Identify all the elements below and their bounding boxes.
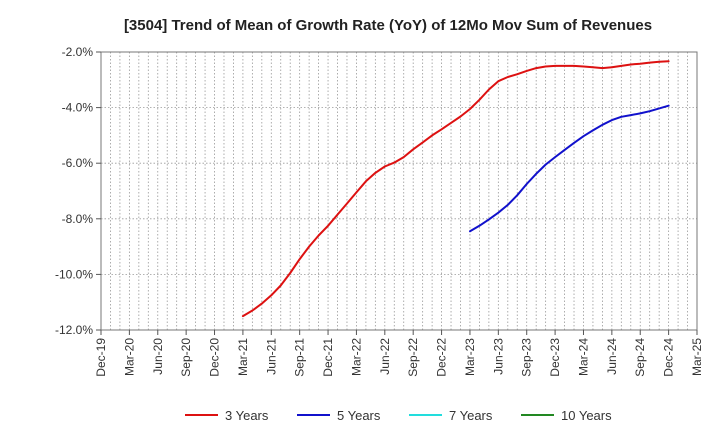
x-tick-label: Sep-20: [179, 338, 193, 377]
legend-label-5-years: 5 Years: [337, 408, 381, 423]
y-tick-label: -4.0%: [62, 101, 94, 115]
chart-title: [3504] Trend of Mean of Growth Rate (YoY…: [124, 17, 652, 34]
x-tick-label: Sep-21: [293, 338, 307, 377]
y-tick-label: -10.0%: [55, 267, 93, 281]
x-tick-label: Dec-21: [321, 338, 335, 377]
legend-label-7-years: 7 Years: [449, 408, 493, 423]
series-line-5-years: [469, 104, 670, 233]
grid: [101, 51, 697, 331]
x-tick-label: Mar-22: [349, 338, 363, 376]
x-tick-label: Dec-20: [208, 338, 222, 377]
plot-area-border: [100, 51, 698, 331]
y-tick-label: -6.0%: [62, 156, 94, 170]
x-axis: Dec-19 Mar-20 Jun-20 Sep-20 Dec-20 Mar-21 Jun-…: [94, 330, 704, 377]
x-tick-label: Mar-21: [236, 338, 250, 376]
y-tick-label: -2.0%: [62, 45, 94, 59]
series-line-3-years: [241, 60, 670, 318]
x-tick-label: Sep-22: [406, 338, 420, 377]
x-tick-label: Jun-22: [378, 338, 392, 375]
x-tick-label: Sep-23: [520, 338, 534, 377]
x-tick-label: Dec-24: [662, 338, 676, 377]
x-tick-label: Mar-23: [463, 338, 477, 376]
x-tick-label: Mar-20: [122, 338, 136, 376]
x-tick-label: Sep-24: [633, 338, 647, 377]
x-tick-label: Jun-23: [491, 338, 505, 375]
legend: 3 Years 5 Years 7 Years 10 Years: [185, 408, 612, 423]
y-axis: -2.0% -4.0% -6.0% -8.0% -10.0% -12.0%: [55, 45, 101, 337]
x-tick-label: Jun-20: [151, 338, 165, 375]
series-lines: [241, 60, 670, 318]
x-tick-label: Mar-24: [576, 338, 590, 376]
x-tick-label: Jun-21: [264, 338, 278, 375]
x-tick-label: Dec-22: [435, 338, 449, 377]
legend-label-10-years: 10 Years: [561, 408, 612, 423]
x-tick-label: Mar-25: [690, 338, 704, 376]
x-tick-label: Dec-19: [94, 338, 108, 377]
x-tick-label: Dec-23: [548, 338, 562, 377]
x-tick-label: Jun-24: [605, 338, 619, 375]
y-tick-label: -8.0%: [62, 212, 94, 226]
legend-label-3-years: 3 Years: [225, 408, 269, 423]
y-tick-label: -12.0%: [55, 323, 93, 337]
